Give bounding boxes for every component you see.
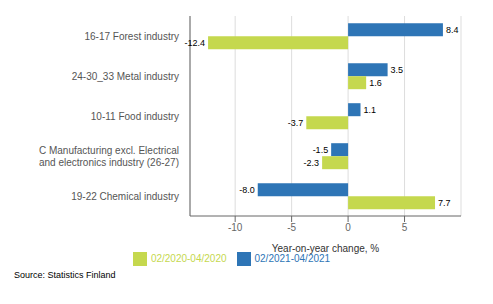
svg-text:-8.0: -8.0 xyxy=(239,185,255,195)
svg-text:19-22 Chemical industry: 19-22 Chemical industry xyxy=(71,191,179,202)
svg-text:-12.4: -12.4 xyxy=(185,38,206,48)
svg-text:7.7: 7.7 xyxy=(438,198,451,208)
svg-text:10-11 Food industry: 10-11 Food industry xyxy=(91,111,179,122)
svg-text:C Manufacturing excl. Electric: C Manufacturing excl. Electricaland elec… xyxy=(39,145,179,168)
html-text:02/2020-04/2020: 02/2020-04/2020 xyxy=(150,252,227,264)
svg-text:8.4: 8.4 xyxy=(446,25,459,35)
svg-text:16-17 Forest industry: 16-17 Forest industry xyxy=(85,31,180,42)
html-text:Source: Statistics Finland: Source: Statistics Finland xyxy=(14,270,116,280)
svg-text:0: 0 xyxy=(345,222,351,233)
svg-text:5: 5 xyxy=(402,222,408,233)
svg-text:-3.7: -3.7 xyxy=(288,118,304,128)
html-text:02/2021-04/2021: 02/2021-04/2021 xyxy=(254,252,331,264)
svg-text:3.5: 3.5 xyxy=(391,65,404,75)
svg-text:1.6: 1.6 xyxy=(369,78,382,88)
svg-text:-5: -5 xyxy=(287,222,296,233)
svg-text:1.1: 1.1 xyxy=(364,105,377,115)
svg-text:24-30_33 Metal industry: 24-30_33 Metal industry xyxy=(72,71,179,82)
svg-text:-2.3: -2.3 xyxy=(304,158,320,168)
svg-text:-1.5: -1.5 xyxy=(313,145,329,155)
svg-text:Year-on-year change, %: Year-on-year change, % xyxy=(272,243,380,254)
svg-text:-10: -10 xyxy=(228,222,243,233)
